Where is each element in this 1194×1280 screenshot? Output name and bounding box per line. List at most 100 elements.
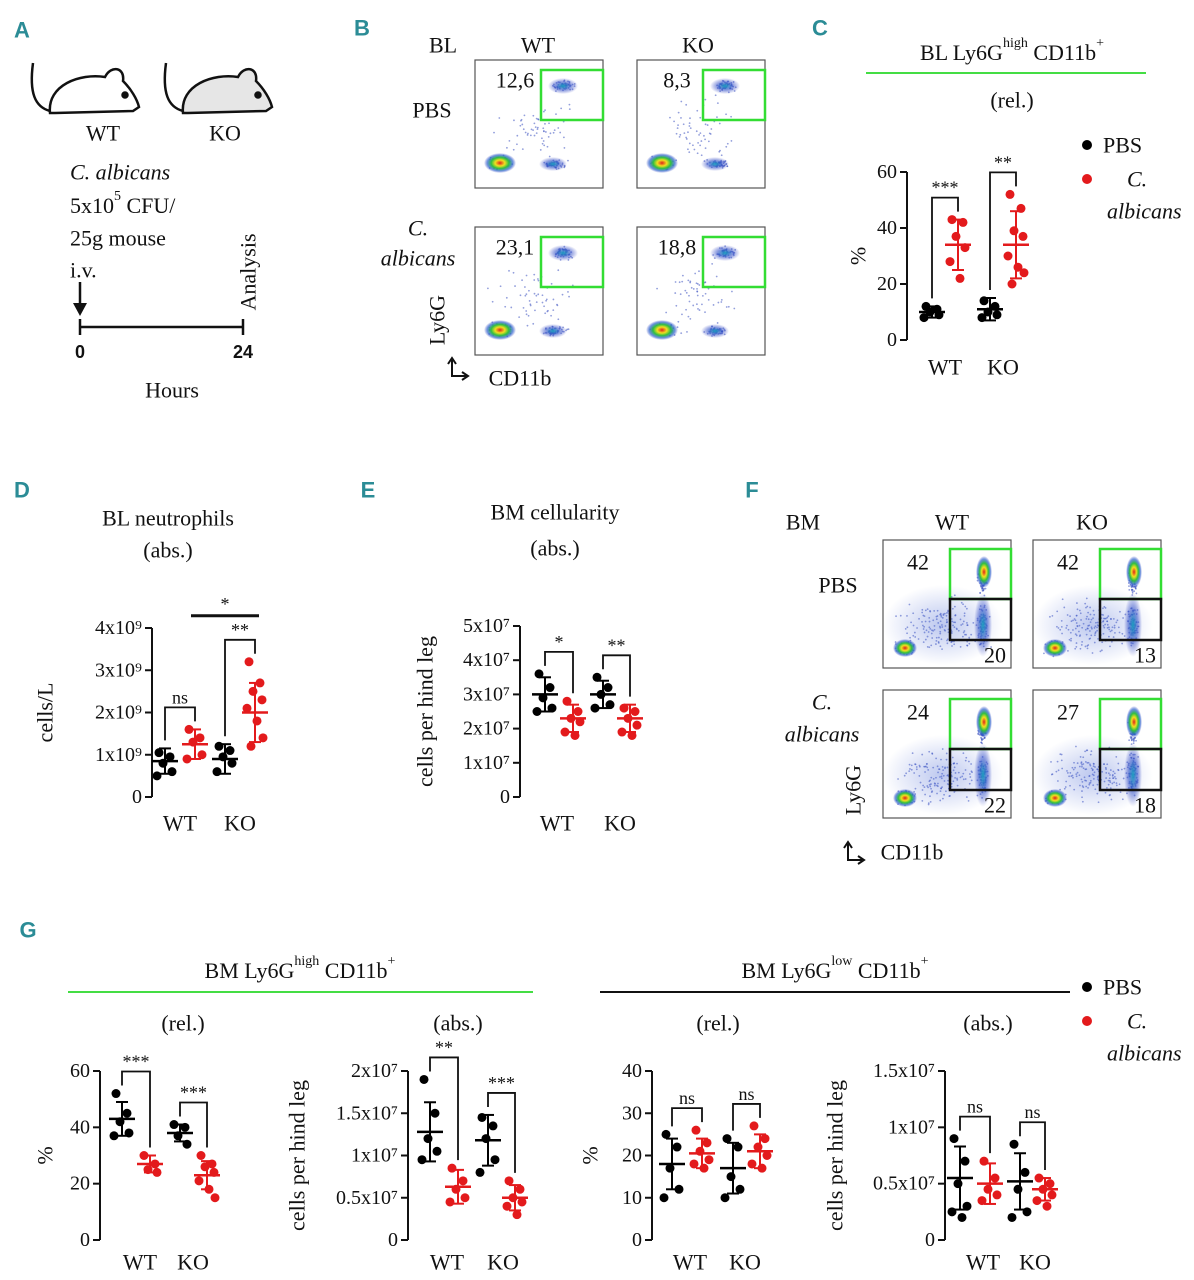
panel-title: BM Ly6Glow CD11b+ bbox=[741, 954, 928, 983]
data-point bbox=[445, 1197, 455, 1207]
population bbox=[646, 320, 678, 340]
significance-bracket bbox=[671, 1107, 703, 1127]
event-dot bbox=[542, 127, 545, 130]
y-tick-label: 1x10⁷ bbox=[888, 1116, 935, 1138]
x-tick-label: KO bbox=[987, 355, 1019, 380]
y-tick-label: 2x10⁷ bbox=[463, 718, 510, 740]
significance-label: ** bbox=[994, 152, 1012, 172]
condition-label: PBS bbox=[412, 98, 451, 123]
data-point bbox=[992, 310, 1002, 320]
event-dot bbox=[692, 288, 695, 290]
event-dot bbox=[699, 116, 702, 119]
data-point bbox=[722, 1134, 732, 1144]
x-tick-label: KO bbox=[604, 811, 636, 836]
data-point bbox=[672, 1142, 682, 1152]
data-point bbox=[212, 767, 222, 777]
population bbox=[539, 157, 567, 171]
y-axis-label: % bbox=[33, 1146, 58, 1164]
event-dot bbox=[685, 138, 688, 140]
population bbox=[710, 78, 740, 94]
event-dot bbox=[701, 294, 704, 297]
event-dot bbox=[696, 152, 699, 155]
data-point bbox=[689, 1159, 699, 1169]
event-dot bbox=[534, 126, 537, 129]
event-dot bbox=[984, 587, 987, 590]
event-dot bbox=[545, 298, 548, 301]
x-tick-label: KO bbox=[177, 1250, 209, 1275]
plot-subtitle: (abs.) bbox=[143, 538, 192, 563]
data-point bbox=[704, 1155, 714, 1165]
data-point bbox=[515, 1184, 525, 1194]
event-dot bbox=[552, 309, 555, 312]
event-dot bbox=[533, 134, 536, 137]
panel-title-part: high bbox=[1003, 36, 1028, 51]
event-dot bbox=[1128, 588, 1131, 591]
event-dot bbox=[715, 275, 718, 278]
event-dot bbox=[568, 108, 571, 111]
axis-corner bbox=[447, 356, 470, 381]
gate-low bbox=[948, 597, 1013, 642]
event-dot bbox=[493, 131, 495, 134]
data-point bbox=[1019, 268, 1029, 278]
event-dot bbox=[535, 117, 538, 120]
timeline-axis-label: Hours bbox=[145, 378, 199, 403]
plot-title: BM cellularity bbox=[491, 500, 620, 525]
gate-value: 27 bbox=[1057, 700, 1079, 725]
event-dot bbox=[525, 274, 528, 277]
data-point bbox=[167, 767, 177, 777]
event-dot bbox=[725, 145, 728, 148]
event-dot bbox=[544, 109, 546, 112]
event-dot bbox=[694, 272, 697, 275]
event-dot bbox=[543, 305, 545, 308]
event-dot bbox=[537, 118, 540, 121]
event-dot bbox=[689, 280, 692, 283]
population bbox=[548, 245, 578, 261]
data-point bbox=[603, 683, 613, 693]
event-dot bbox=[537, 278, 539, 280]
gate-value: 24 bbox=[907, 700, 929, 725]
event-dot bbox=[548, 155, 551, 158]
event-dot bbox=[519, 294, 522, 297]
x-tick-label: KO bbox=[1019, 1250, 1051, 1275]
data-point bbox=[691, 1125, 701, 1135]
event-dot bbox=[544, 312, 547, 315]
event-dot bbox=[710, 128, 713, 130]
event-dot bbox=[674, 281, 677, 283]
dose-part: 5x10 bbox=[70, 193, 114, 218]
event-dot bbox=[487, 287, 489, 290]
event-dot bbox=[687, 315, 690, 318]
event-dot bbox=[527, 132, 529, 135]
population bbox=[710, 245, 740, 261]
event-dot bbox=[677, 111, 680, 114]
event-dot bbox=[555, 113, 557, 116]
event-dot bbox=[518, 316, 521, 319]
event-dot bbox=[678, 281, 681, 284]
x-tick-label: WT bbox=[966, 1250, 1001, 1275]
significance-label: *** bbox=[932, 178, 959, 198]
event-dot bbox=[680, 117, 682, 119]
event-dot bbox=[532, 114, 535, 117]
event-dot bbox=[521, 279, 523, 282]
timeline-tick-label: 24 bbox=[233, 342, 253, 362]
event-dot bbox=[536, 128, 539, 131]
event-dot bbox=[552, 298, 555, 301]
panel-label: G bbox=[19, 918, 36, 943]
panel-title-part: BM Ly6G bbox=[741, 958, 831, 983]
x-tick-label: WT bbox=[430, 1250, 465, 1275]
event-dot bbox=[688, 300, 691, 303]
data-point bbox=[534, 669, 544, 679]
event-dot bbox=[505, 296, 508, 299]
event-dot bbox=[701, 303, 703, 306]
data-point bbox=[152, 771, 162, 781]
x-tick-label: WT bbox=[928, 355, 963, 380]
event-dot bbox=[680, 100, 683, 103]
legend-marker bbox=[1082, 140, 1092, 150]
y-tick-label: 60 bbox=[70, 1060, 90, 1082]
event-dot bbox=[699, 144, 702, 147]
data-point bbox=[945, 257, 955, 267]
y-tick-label: 3x10⁷ bbox=[463, 683, 510, 705]
y-tick-label: 40 bbox=[70, 1116, 90, 1138]
data-point bbox=[447, 1163, 457, 1173]
